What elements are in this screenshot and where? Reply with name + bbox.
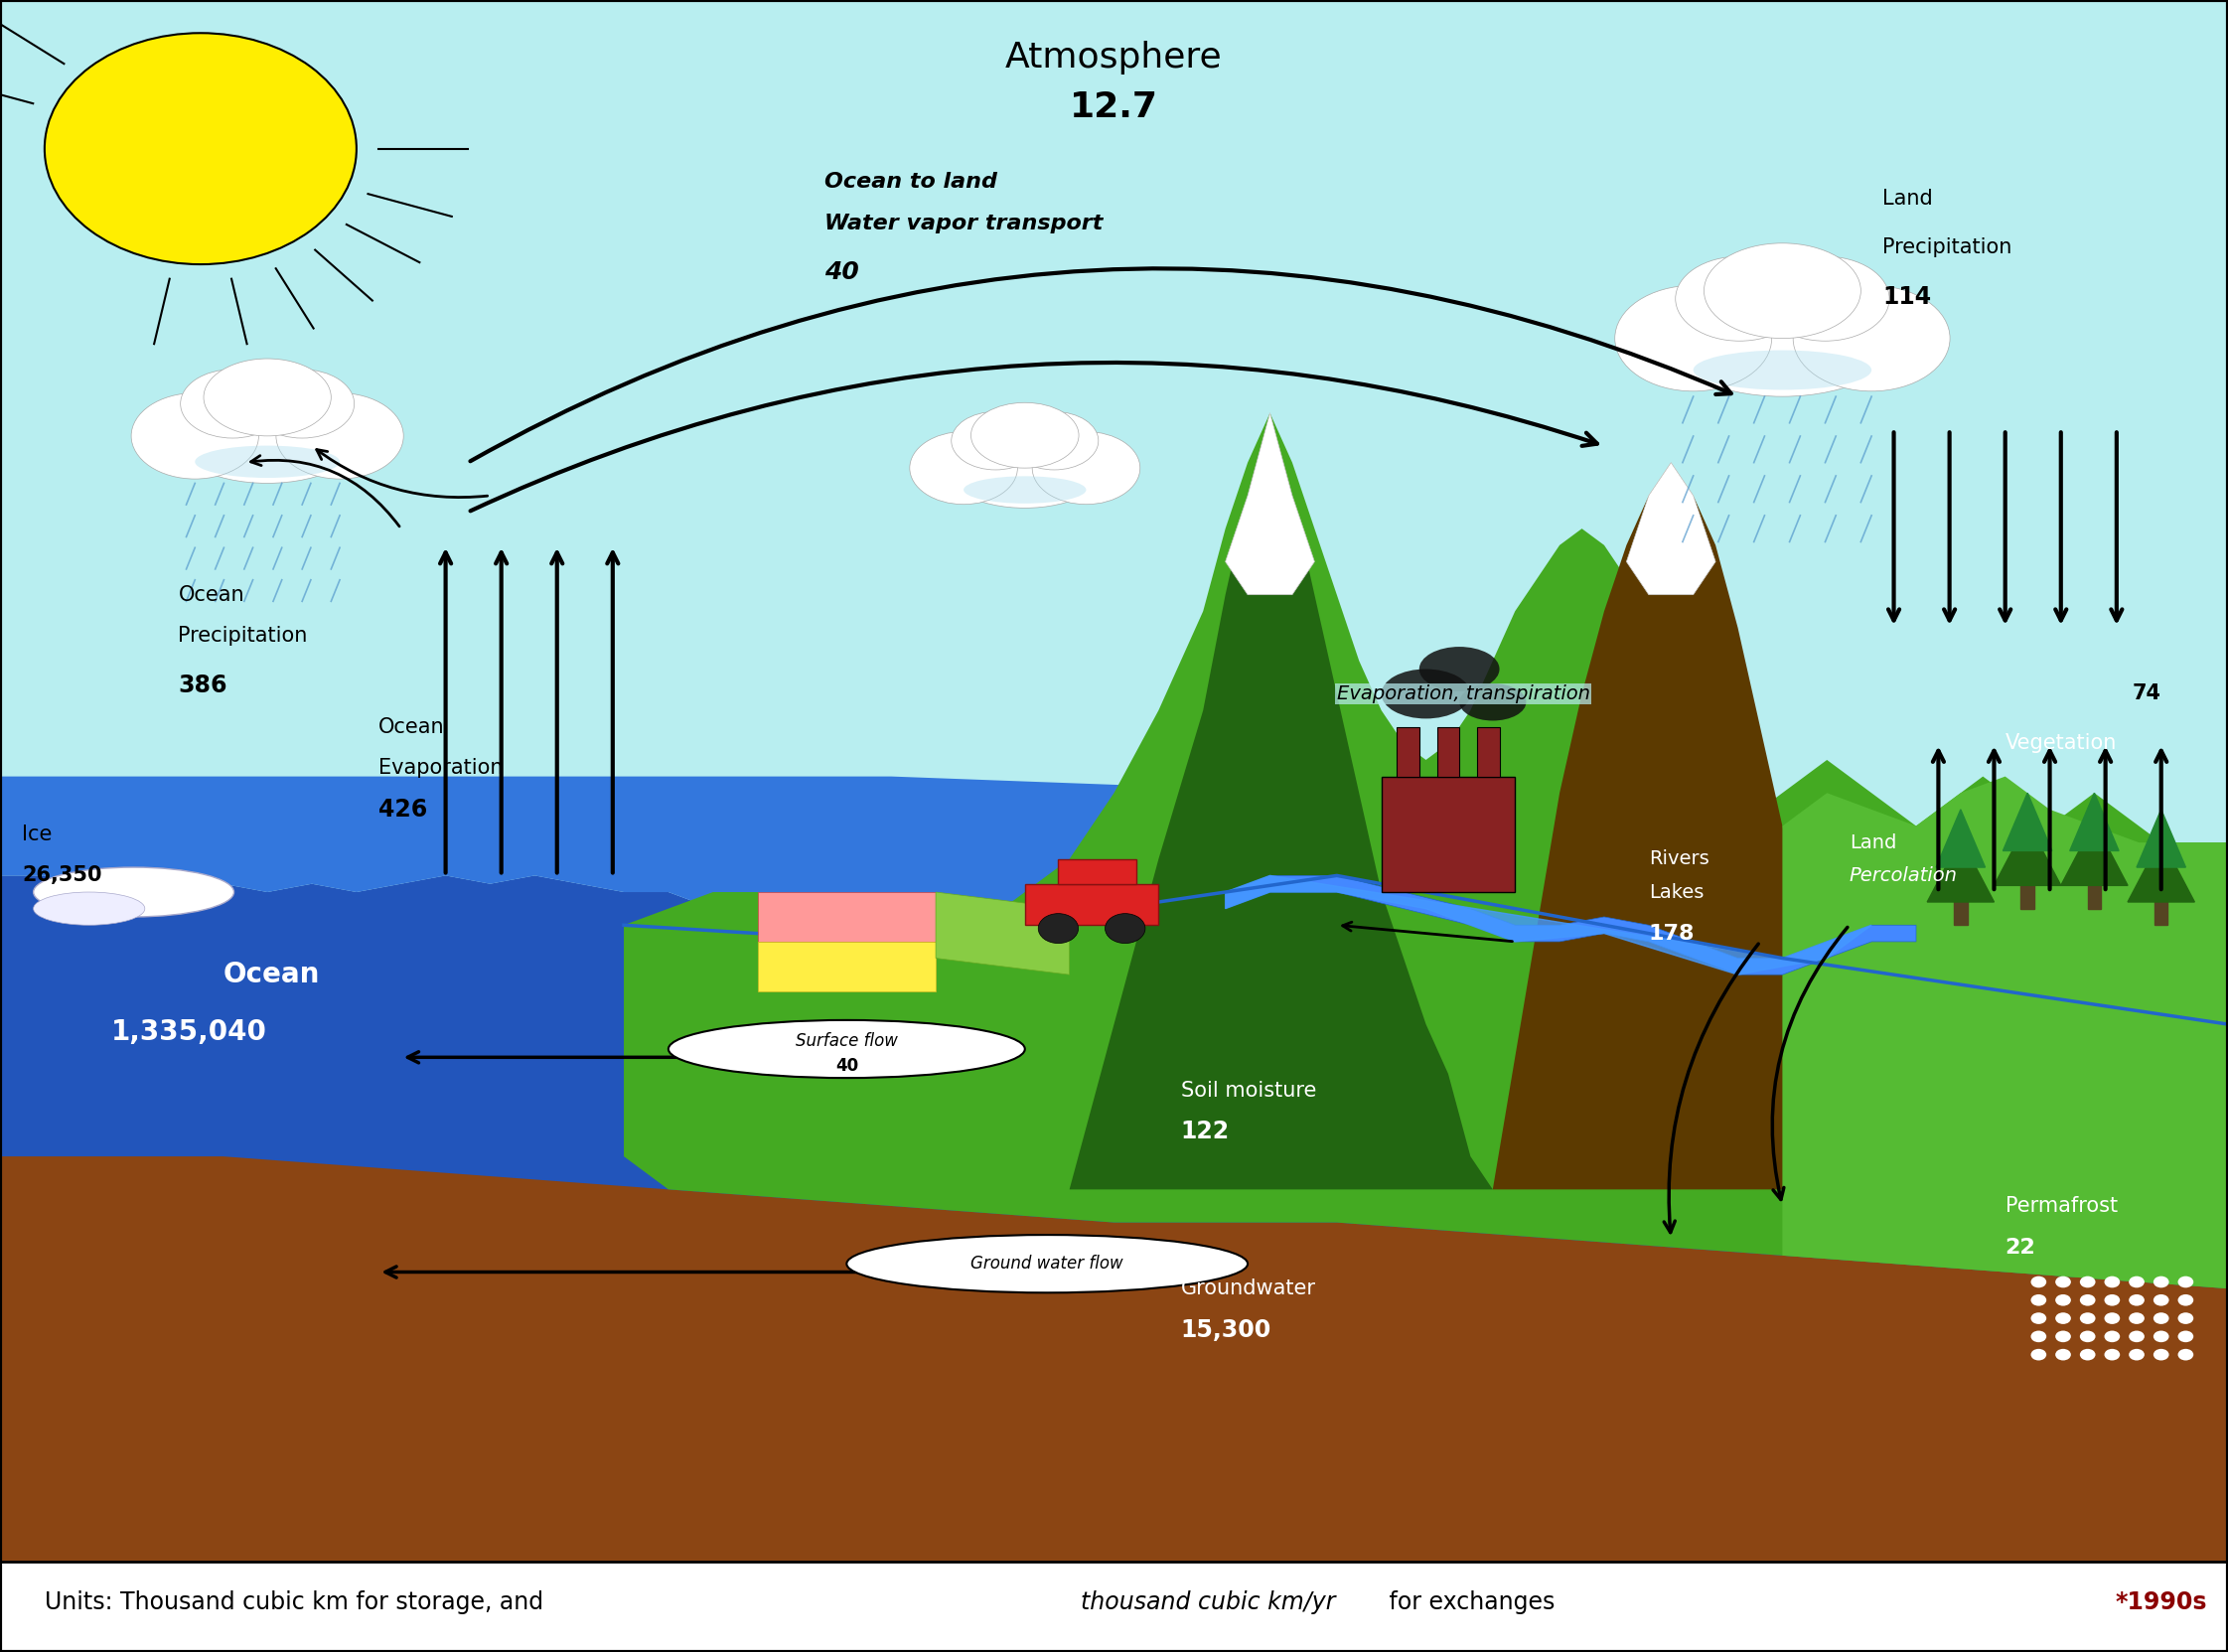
Polygon shape [0,1156,2228,1561]
Ellipse shape [909,431,1018,504]
Circle shape [2030,1348,2045,1361]
Ellipse shape [1615,286,1771,392]
Polygon shape [1225,876,1916,975]
Text: Land: Land [1883,188,1934,208]
Polygon shape [1058,859,1136,884]
Circle shape [2081,1312,2097,1325]
Ellipse shape [1459,684,1526,720]
Polygon shape [2137,809,2186,867]
Text: Water vapor transport: Water vapor transport [824,213,1103,233]
Circle shape [2130,1312,2146,1325]
Ellipse shape [203,358,332,436]
Circle shape [2152,1312,2170,1325]
Circle shape [2103,1312,2121,1325]
Text: thousand cubic km/yr: thousand cubic km/yr [1081,1591,1335,1614]
Circle shape [2030,1312,2045,1325]
Ellipse shape [1419,646,1499,692]
Text: Ocean: Ocean [379,717,446,737]
Polygon shape [1954,895,1967,925]
Text: Permafrost: Permafrost [2005,1196,2117,1216]
Text: *1990s: *1990s [2114,1591,2208,1614]
Ellipse shape [962,476,1085,504]
Polygon shape [1477,727,1499,776]
Circle shape [2030,1332,2045,1341]
Ellipse shape [847,1236,1248,1292]
Polygon shape [2070,793,2119,851]
Text: 122: 122 [1181,1120,1230,1143]
Polygon shape [0,1561,2228,1652]
Text: Ocean: Ocean [178,585,245,605]
Circle shape [2130,1348,2146,1361]
Text: 178: 178 [1649,923,1696,943]
Ellipse shape [1704,243,1860,339]
Ellipse shape [1675,256,1805,340]
Text: Groundwater: Groundwater [1181,1279,1317,1298]
Circle shape [2130,1295,2146,1305]
Circle shape [2081,1277,2097,1289]
Ellipse shape [940,416,1110,509]
Polygon shape [0,776,2228,1107]
Text: Lakes: Lakes [1649,882,1704,902]
Text: 114: 114 [1883,286,1932,309]
Ellipse shape [276,393,403,479]
Ellipse shape [971,403,1078,468]
Ellipse shape [1693,350,1872,390]
Text: 386: 386 [178,674,227,697]
Circle shape [2103,1348,2121,1361]
Text: Rivers: Rivers [1649,849,1709,869]
Ellipse shape [250,370,354,438]
Text: Soil moisture: Soil moisture [1181,1080,1317,1100]
Polygon shape [1225,413,1315,595]
Circle shape [2152,1332,2170,1341]
Circle shape [1105,914,1145,943]
Polygon shape [1994,823,2061,885]
Polygon shape [2021,879,2034,909]
Circle shape [2177,1312,2192,1325]
Polygon shape [1626,463,1716,595]
Circle shape [2103,1295,2121,1305]
Text: Ocean to land: Ocean to land [824,172,998,192]
Circle shape [2130,1332,2146,1341]
Text: 12.7: 12.7 [1069,91,1159,124]
Polygon shape [758,892,936,942]
Text: Evaporation, transpiration: Evaporation, transpiration [1337,684,1591,704]
Polygon shape [0,876,2228,1561]
Text: Units: Thousand cubic km for storage, and: Units: Thousand cubic km for storage, an… [45,1591,550,1614]
Ellipse shape [165,377,368,482]
Circle shape [45,33,356,264]
Polygon shape [2088,879,2101,909]
Text: 40: 40 [824,261,858,284]
Polygon shape [1493,463,1872,1189]
Circle shape [2030,1277,2045,1289]
Ellipse shape [180,370,285,438]
Circle shape [2081,1332,2097,1341]
Circle shape [2177,1295,2192,1305]
Text: 22: 22 [2005,1237,2036,1257]
Ellipse shape [1009,411,1098,469]
Circle shape [2177,1332,2192,1341]
Circle shape [2030,1295,2045,1305]
Ellipse shape [131,393,258,479]
Polygon shape [1025,884,1159,925]
Circle shape [2054,1277,2072,1289]
Polygon shape [2128,839,2195,902]
Ellipse shape [1032,431,1141,504]
Polygon shape [758,942,936,991]
Polygon shape [1069,413,1493,1189]
Circle shape [2152,1277,2170,1289]
Polygon shape [1381,776,1515,892]
Ellipse shape [1760,256,1889,340]
Text: Percolation: Percolation [1849,866,1958,885]
Ellipse shape [1658,264,1907,396]
Circle shape [2152,1348,2170,1361]
Circle shape [2177,1277,2192,1289]
Circle shape [2054,1312,2072,1325]
Text: 74: 74 [2132,684,2161,704]
Text: Ocean: Ocean [223,961,319,988]
Ellipse shape [33,892,145,925]
Text: 15,300: 15,300 [1181,1318,1272,1341]
Polygon shape [2061,823,2128,885]
Polygon shape [1936,809,1985,867]
Polygon shape [2003,793,2052,851]
